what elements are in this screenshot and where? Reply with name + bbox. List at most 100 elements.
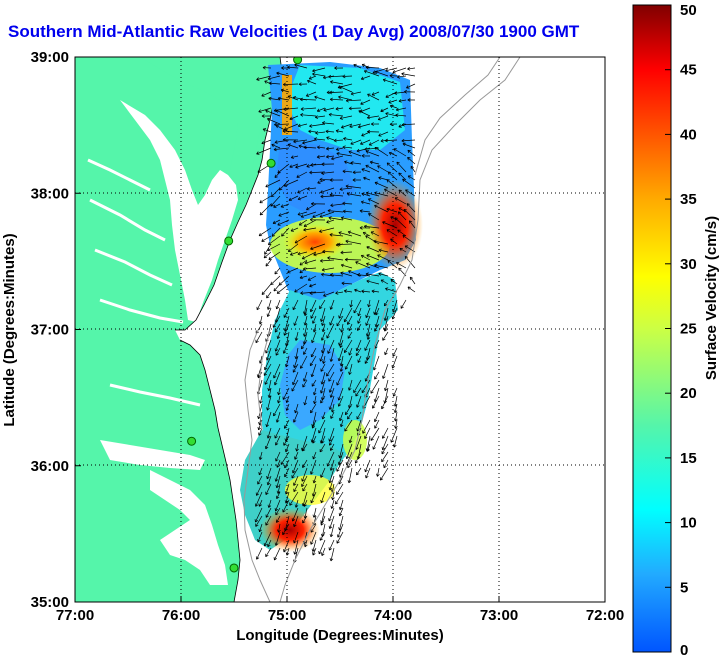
velocity-arrow (396, 75, 407, 79)
velocity-arrow (280, 88, 290, 93)
velocity-arrow (308, 129, 317, 134)
velocity-arrow (340, 123, 353, 129)
velocity-arrow (361, 289, 371, 294)
velocity-arrow (343, 289, 353, 293)
bathymetry-contours (243, 57, 521, 602)
velocity-arrow (274, 467, 281, 482)
velocity-arrow (300, 339, 308, 350)
velocity-arrow (343, 137, 353, 141)
velocity-arrow (310, 243, 326, 251)
velocity-arrow (402, 142, 416, 149)
velocity-arrow (289, 163, 299, 169)
velocity-arrow (300, 211, 317, 218)
velocity-arrow (353, 63, 362, 69)
velocity-arrow (354, 451, 362, 464)
velocity-arrow (290, 227, 299, 232)
velocity-arrow (374, 191, 389, 197)
velocity-arrow (365, 191, 380, 197)
velocity-arrow (336, 523, 344, 538)
velocity-arrow (331, 491, 335, 501)
radar-station-marker (187, 436, 197, 446)
velocity-arrow (394, 217, 407, 229)
velocity-arrow (283, 107, 299, 112)
velocity-arrow (264, 435, 272, 450)
velocity-arrow (302, 483, 308, 492)
velocity-arrow (381, 443, 389, 455)
velocity-arrow (321, 315, 326, 326)
velocity-arrow (292, 363, 299, 373)
velocity-arrow (336, 531, 344, 544)
velocity-arrow (272, 315, 281, 328)
velocity-arrow (328, 507, 335, 522)
velocity-arrow (274, 323, 281, 333)
velocity-arrow (302, 515, 308, 524)
velocity-arrow (277, 395, 281, 404)
velocity-arrow (284, 459, 290, 469)
velocity-arrow (299, 275, 308, 280)
velocity-arrow (265, 347, 272, 361)
velocity-arrow (328, 427, 335, 442)
y-tick-label: 39:00 (31, 49, 69, 66)
velocity-arrow (328, 467, 335, 484)
velocity-arrow (268, 81, 281, 86)
velocity-arrow (297, 251, 308, 256)
velocity-arrow (410, 165, 416, 173)
velocity-arrow (344, 160, 353, 165)
velocity-arrow (275, 109, 290, 117)
velocity-arrow (289, 115, 299, 121)
velocity-arrow (374, 371, 380, 380)
velocity-arrow (257, 475, 263, 485)
velocity-arrow (285, 547, 290, 556)
velocity-arrow (394, 197, 407, 205)
velocity-arrow (308, 75, 317, 80)
velocity-arrow (299, 355, 308, 369)
velocity-arrow (340, 216, 353, 221)
velocity-arrow (352, 170, 362, 175)
velocity-arrow (329, 523, 335, 538)
velocity-arrow (258, 107, 272, 113)
velocity-arrow (342, 201, 353, 206)
velocity-arrow (377, 254, 389, 261)
velocity-arrow (307, 275, 317, 281)
velocity-arrow (396, 161, 407, 173)
velocity-arrow (365, 235, 380, 245)
velocity-arrow (356, 419, 362, 432)
velocity-arrow (336, 151, 353, 157)
velocity-arrow (345, 443, 353, 460)
velocity-arrow (330, 80, 344, 85)
velocity-arrow (336, 315, 344, 327)
velocity-arrow (319, 211, 335, 218)
velocity-arrow (302, 379, 308, 388)
map-plot (75, 57, 605, 602)
velocity-arrow (328, 216, 344, 221)
velocity-arrow (259, 203, 272, 216)
velocity-arrow (381, 427, 389, 439)
velocity-arrow (294, 451, 299, 460)
velocity-arrow (283, 419, 290, 429)
velocity-arrow (381, 435, 389, 451)
velocity-arrow (366, 443, 371, 452)
velocity-arrow (302, 459, 308, 468)
velocity-arrow (302, 443, 308, 452)
velocity-arrow (320, 467, 326, 478)
x-axis-label: Longitude (Degrees:Minutes) (236, 627, 444, 644)
velocity-arrow (265, 179, 281, 188)
velocity-arrow (354, 288, 362, 293)
velocity-arrow (387, 260, 398, 269)
velocity-arrow (397, 229, 407, 237)
velocity-arrow (350, 91, 362, 96)
velocity-arrow (306, 203, 317, 211)
velocity-arrow (309, 170, 326, 175)
velocity-arrow (265, 515, 272, 526)
velocity-arrow (274, 531, 281, 546)
velocity-arrow (316, 107, 326, 113)
velocity-arrow (389, 73, 398, 78)
velocity-arrow (338, 307, 344, 319)
velocity-arrow (309, 299, 317, 313)
velocity-arrow (339, 419, 344, 428)
velocity-arrow (300, 113, 317, 117)
velocity-arrow (337, 387, 344, 401)
velocity-arrow (291, 459, 299, 474)
velocity-arrow (380, 107, 389, 113)
velocity-arrow (322, 355, 326, 364)
